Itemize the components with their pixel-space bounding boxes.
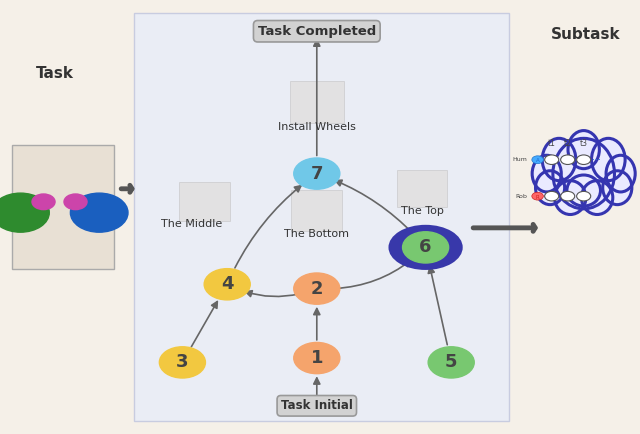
Circle shape [294,273,340,304]
Ellipse shape [606,155,635,192]
Circle shape [545,155,559,164]
Ellipse shape [542,138,576,181]
Ellipse shape [582,181,613,214]
Text: R: R [536,194,540,200]
Circle shape [577,155,591,164]
Text: Install Wheels: Install Wheels [278,122,356,132]
Circle shape [64,194,87,210]
Circle shape [294,342,340,374]
Ellipse shape [591,138,625,181]
Circle shape [577,191,591,201]
Text: 2: 2 [310,279,323,298]
Ellipse shape [532,155,561,192]
Text: A: A [536,158,540,163]
FancyBboxPatch shape [12,145,114,269]
Circle shape [70,193,128,232]
Circle shape [0,193,49,232]
Circle shape [532,192,543,200]
Circle shape [403,232,449,263]
Ellipse shape [603,171,632,204]
Circle shape [32,194,55,210]
Text: 4: 4 [221,275,234,293]
Circle shape [159,347,205,378]
Ellipse shape [553,138,614,209]
FancyBboxPatch shape [291,190,342,231]
Text: t1: t1 [548,138,556,148]
Text: The Bottom: The Bottom [284,229,349,239]
Circle shape [204,269,250,300]
Circle shape [545,191,559,201]
Circle shape [532,156,543,164]
Ellipse shape [555,181,586,214]
Circle shape [428,347,474,378]
Text: Task: Task [35,66,74,81]
Text: The Top: The Top [401,206,444,216]
Text: Task Completed: Task Completed [258,25,376,38]
Text: The Middle: The Middle [161,219,223,229]
FancyBboxPatch shape [397,171,447,207]
Text: ···: ··· [592,155,601,165]
Text: 7: 7 [310,164,323,183]
Text: 5: 5 [445,353,458,372]
Ellipse shape [568,131,600,169]
FancyBboxPatch shape [290,82,344,122]
FancyBboxPatch shape [134,13,509,421]
Text: 6: 6 [419,238,432,256]
Text: Rob: Rob [515,194,527,199]
Text: Task Initial: Task Initial [281,399,353,412]
Circle shape [561,155,575,164]
Text: t2: t2 [564,138,572,148]
Circle shape [294,158,340,189]
Ellipse shape [567,175,600,206]
Text: Subtask: Subtask [551,27,620,42]
FancyBboxPatch shape [179,182,230,221]
Text: 3: 3 [176,353,189,372]
Circle shape [561,191,575,201]
Text: 1: 1 [310,349,323,367]
Text: t3: t3 [580,138,588,148]
Ellipse shape [536,171,564,204]
Ellipse shape [388,225,463,270]
Text: Hum: Hum [513,157,527,162]
